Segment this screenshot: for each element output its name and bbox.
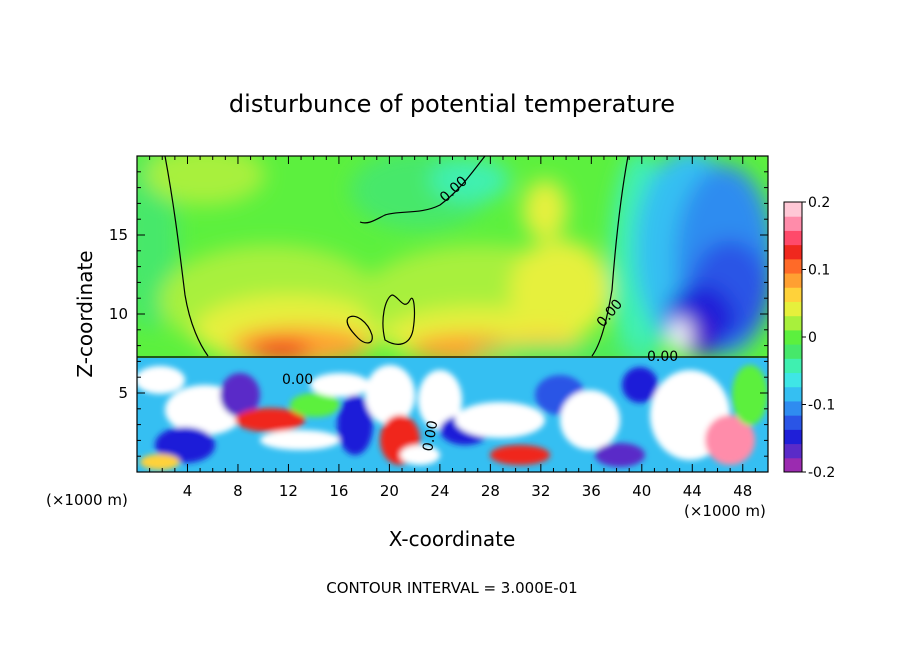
- y-axis-ticks: 5 10 15: [109, 171, 768, 457]
- upper-layer-field: [137, 156, 768, 358]
- contour-label: 0.00: [282, 372, 313, 388]
- x-tick-label: 32: [531, 482, 550, 500]
- x-tick-label: 48: [733, 482, 752, 500]
- colorbar-tick-label: -0.2: [808, 465, 835, 481]
- x-tick-label: 36: [582, 482, 601, 500]
- x-axis-unit-left: (×1000 m): [46, 491, 128, 509]
- y-tick-label: 15: [109, 226, 128, 244]
- colorbar-swatch: [784, 400, 802, 416]
- colorbar-swatch: [784, 287, 802, 302]
- colorbar-swatch: [784, 301, 802, 317]
- colorbar-swatch: [784, 457, 802, 473]
- colorbar-swatch: [784, 202, 802, 217]
- colorbar-swatch: [784, 244, 802, 260]
- x-axis-unit-right: (×1000 m): [684, 502, 766, 520]
- x-tick-label: 24: [430, 482, 449, 500]
- colorbar-swatch: [784, 429, 802, 445]
- colorbar-tick-label: 0.1: [808, 263, 830, 279]
- colorbar-swatch: [784, 372, 802, 388]
- x-tick-label: 40: [632, 482, 651, 500]
- x-axis-ticks: 4 8 12 16 20 24 28 32 36 40 44 48: [149, 156, 756, 500]
- y-tick-label: 5: [118, 384, 128, 402]
- colorbar-swatch: [784, 443, 802, 459]
- x-tick-label: 28: [481, 482, 500, 500]
- heatmap-field: [137, 156, 768, 472]
- colorbar-tick-label: 0.2: [808, 195, 830, 211]
- contour-label: 0.00: [420, 419, 441, 452]
- x-tick-label: 8: [233, 482, 243, 500]
- colorbar-swatch: [784, 415, 802, 430]
- x-axis-label: X-coordinate: [389, 527, 516, 551]
- colorbar-swatch: [784, 273, 802, 288]
- contour-interval-note: CONTOUR INTERVAL = 3.000E-01: [326, 579, 577, 597]
- colorbar-tick-label: -0.1: [808, 398, 835, 414]
- colorbar-swatch: [784, 386, 802, 402]
- y-axis-label: Z-coordinate: [73, 250, 97, 377]
- colorbar-swatch: [784, 315, 802, 331]
- x-tick-label: 12: [279, 482, 298, 500]
- chart-title: disturbunce of potential temperature: [229, 90, 675, 118]
- x-tick-label: 16: [329, 482, 348, 500]
- contour-label: 0.00: [647, 349, 678, 365]
- colorbar-tick-label: 0: [808, 330, 817, 346]
- colorbar: 0.2 0.1 0 -0.1 -0.2: [783, 195, 835, 481]
- colorbar-swatch: [784, 258, 802, 274]
- lower-layer-field: [137, 358, 768, 472]
- x-tick-label: 20: [380, 482, 399, 500]
- colorbar-swatch: [784, 216, 802, 231]
- colorbar-swatch: [784, 329, 802, 345]
- y-tick-label: 10: [109, 305, 128, 323]
- x-tick-label: 44: [683, 482, 702, 500]
- colorbar-swatch: [784, 230, 802, 246]
- colorbar-swatch: [784, 344, 802, 359]
- x-tick-label: 4: [183, 482, 193, 500]
- contour-lines: [164, 156, 629, 357]
- colorbar-swatch: [784, 358, 802, 374]
